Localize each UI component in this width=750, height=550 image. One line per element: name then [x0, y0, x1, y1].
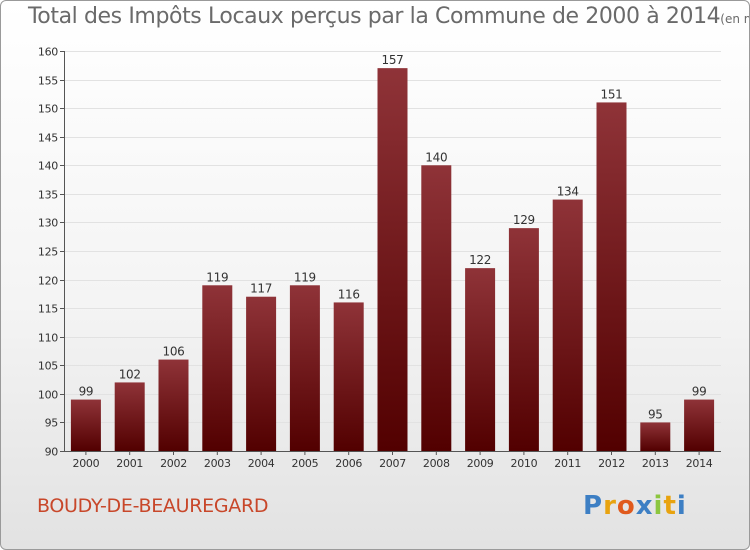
bar-2001 — [114, 382, 145, 451]
chart-unit-note: (en milliers d'€) — [720, 12, 749, 26]
bar-2006 — [333, 302, 364, 451]
labels: 99 102 106 119 117 119 116 157 140 122 129 134 151 95… — [79, 53, 707, 421]
logo-letter: x — [635, 491, 654, 521]
y-tick-label: 150 — [38, 103, 58, 116]
data-label-2011: 134 — [557, 185, 579, 199]
bar-2008 — [421, 165, 452, 452]
chart-title-main: Total des Impôts Locaux perçus par la Co… — [28, 4, 721, 29]
proxiti-logo[interactable]: Proxiti — [583, 491, 687, 521]
x-tick-label-2011: 2011 — [554, 457, 581, 470]
x-tick-label-2010: 2010 — [511, 457, 538, 470]
bar-2011 — [552, 199, 583, 451]
x-tick-label-2001: 2001 — [116, 457, 143, 470]
bar-2013 — [640, 422, 671, 451]
data-label-2005: 119 — [294, 270, 316, 284]
logo-letter: P — [583, 491, 604, 521]
x-tick-label-2000: 2000 — [73, 457, 100, 470]
x-tick-label-2004: 2004 — [248, 457, 275, 470]
y-tick-label: 120 — [38, 275, 58, 288]
bar-2014 — [684, 399, 715, 451]
logo-letter: o — [616, 491, 636, 521]
data-label-2006: 116 — [338, 287, 360, 301]
bar-2007 — [377, 68, 408, 452]
y-tick-label: 95 — [45, 417, 59, 430]
x-tick-label-2007: 2007 — [379, 457, 406, 470]
x-tick-label-2014: 2014 — [686, 457, 713, 470]
x-tick-label-2005: 2005 — [292, 457, 319, 470]
y-tick-label: 115 — [38, 303, 58, 316]
data-label-2008: 140 — [425, 150, 447, 164]
data-label-2012: 151 — [600, 87, 622, 101]
bar-2002 — [158, 359, 189, 451]
data-label-2003: 119 — [206, 270, 228, 284]
x-tick-label-2006: 2006 — [335, 457, 362, 470]
y-tick-label: 135 — [38, 189, 58, 202]
bar-2009 — [465, 268, 496, 451]
chart-title: Total des Impôts Locaux perçus par la Co… — [28, 4, 749, 29]
logo-letter: r — [603, 491, 617, 521]
bar-2004 — [246, 296, 277, 451]
y-tick-label: 155 — [38, 75, 58, 88]
logo-letter: i — [676, 491, 687, 521]
x-tick-label-2008: 2008 — [423, 457, 450, 470]
data-label-2001: 102 — [119, 367, 141, 381]
data-label-2013: 95 — [648, 407, 663, 421]
y-tick-label: 160 — [38, 46, 58, 59]
bar-2000 — [70, 399, 101, 451]
x-tick-label-2002: 2002 — [160, 457, 187, 470]
logo-letter: i — [653, 491, 664, 521]
data-label-2002: 106 — [162, 345, 184, 359]
y-tick-label: 125 — [38, 246, 58, 259]
y-tick-label: 130 — [38, 217, 58, 230]
bar-2005 — [289, 285, 320, 451]
data-label-2004: 117 — [250, 282, 272, 296]
data-label-2007: 157 — [381, 53, 403, 67]
y-tick-label: 140 — [38, 160, 58, 173]
logo-letter: t — [663, 491, 677, 521]
data-label-2014: 99 — [692, 385, 707, 399]
commune-name: BOUDY-DE-BEAUREGARD — [37, 495, 269, 517]
x-tick-label-2012: 2012 — [598, 457, 625, 470]
y-tick-label: 90 — [45, 446, 59, 459]
bar-2012 — [596, 102, 627, 451]
data-label-2009: 122 — [469, 253, 491, 267]
bars — [70, 68, 715, 452]
data-label-2010: 129 — [513, 213, 535, 227]
y-tick-label: 105 — [38, 360, 58, 373]
bar-2003 — [202, 285, 233, 451]
y-tick-label: 145 — [38, 132, 58, 145]
x-tick-label-2003: 2003 — [204, 457, 231, 470]
x-tick-label-2009: 2009 — [467, 457, 494, 470]
y-tick-label: 100 — [38, 389, 58, 402]
y-tick-label: 110 — [38, 332, 58, 345]
axes: 90 95 100 105 110 115 120 125 130 135 140 145 150 155… — [38, 46, 721, 470]
x-tick-label-2013: 2013 — [642, 457, 669, 470]
data-label-2000: 99 — [79, 385, 94, 399]
bar-2010 — [508, 228, 539, 451]
